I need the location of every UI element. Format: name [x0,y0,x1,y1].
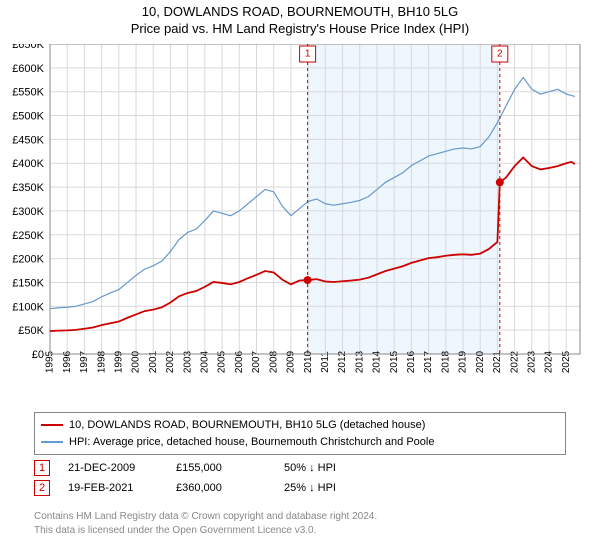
svg-text:£400K: £400K [12,158,44,170]
svg-text:£250K: £250K [12,230,44,242]
svg-text:£500K: £500K [12,111,44,123]
transaction-row: 2 19-FEB-2021 £360,000 25% ↓ HPI [34,480,566,496]
svg-text:£50K: £50K [18,325,44,337]
legend-row: 10, DOWLANDS ROAD, BOURNEMOUTH, BH10 5LG… [41,417,559,434]
line-chart-svg: £0 £50K £100K £150K £200K £250K £300K £350K £400… [0,44,600,404]
transaction-date: 21-DEC-2009 [68,462,158,474]
transactions-table: 1 21-DEC-2009 £155,000 50% ↓ HPI 2 19-FE… [34,460,566,500]
svg-text:£200K: £200K [12,254,44,266]
transaction-delta: 50% ↓ HPI [284,462,374,474]
chart-area: £0 £50K £100K £150K £200K £250K £300K £350K £400… [0,44,600,404]
svg-text:£600K: £600K [12,63,44,75]
legend-swatch [41,441,63,443]
transaction-delta: 25% ↓ HPI [284,482,374,494]
legend: 10, DOWLANDS ROAD, BOURNEMOUTH, BH10 5LG… [34,412,566,455]
svg-text:£350K: £350K [12,182,44,194]
svg-text:£150K: £150K [12,277,44,289]
svg-text:£550K: £550K [12,87,44,99]
transaction-price: £155,000 [176,462,266,474]
svg-text:£300K: £300K [12,206,44,218]
marker-badge: 1 [34,460,50,476]
footer-attribution: Contains HM Land Registry data © Crown c… [34,510,566,538]
svg-text:1: 1 [305,49,311,60]
legend-label: HPI: Average price, detached house, Bour… [69,434,434,451]
transaction-price: £360,000 [176,482,266,494]
footer-line: Contains HM Land Registry data © Crown c… [34,510,566,524]
svg-text:2: 2 [497,49,503,60]
chart-subtitle: Price paid vs. HM Land Registry's House … [0,21,600,36]
marker-number: 1 [39,462,45,474]
svg-text:£0: £0 [32,349,44,361]
footer-line: This data is licensed under the Open Gov… [34,524,566,538]
svg-text:£100K: £100K [12,301,44,313]
legend-swatch [41,424,63,426]
svg-text:£450K: £450K [12,134,44,146]
legend-label: 10, DOWLANDS ROAD, BOURNEMOUTH, BH10 5LG… [69,417,425,434]
svg-text:£650K: £650K [12,44,44,51]
chart-title: 10, DOWLANDS ROAD, BOURNEMOUTH, BH10 5LG [0,4,600,19]
transaction-row: 1 21-DEC-2009 £155,000 50% ↓ HPI [34,460,566,476]
legend-row: HPI: Average price, detached house, Bour… [41,434,559,451]
marker-badge: 2 [34,480,50,496]
transaction-date: 19-FEB-2021 [68,482,158,494]
marker-number: 2 [39,482,45,494]
